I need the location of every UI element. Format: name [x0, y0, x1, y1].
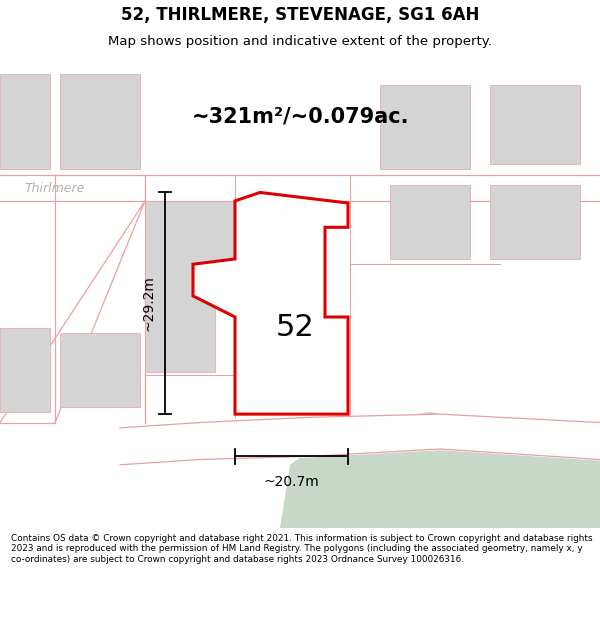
Bar — [60, 74, 140, 169]
Bar — [0, 328, 50, 412]
Polygon shape — [193, 192, 348, 414]
Text: Contains OS data © Crown copyright and database right 2021. This information is : Contains OS data © Crown copyright and d… — [11, 534, 592, 564]
Text: 52: 52 — [275, 313, 314, 342]
Polygon shape — [145, 201, 240, 372]
Bar — [390, 185, 470, 259]
Text: Map shows position and indicative extent of the property.: Map shows position and indicative extent… — [108, 35, 492, 48]
Bar — [490, 185, 580, 259]
Bar — [0, 74, 50, 169]
Text: ~20.7m: ~20.7m — [263, 476, 319, 489]
Text: 52, THIRLMERE, STEVENAGE, SG1 6AH: 52, THIRLMERE, STEVENAGE, SG1 6AH — [121, 6, 479, 24]
Text: Thirlmere: Thirlmere — [25, 182, 85, 195]
Polygon shape — [280, 412, 600, 528]
Text: ~321m²/~0.079ac.: ~321m²/~0.079ac. — [191, 106, 409, 126]
Bar — [60, 333, 140, 407]
Bar — [490, 85, 580, 164]
Bar — [380, 85, 470, 169]
Text: ~29.2m: ~29.2m — [141, 276, 155, 331]
